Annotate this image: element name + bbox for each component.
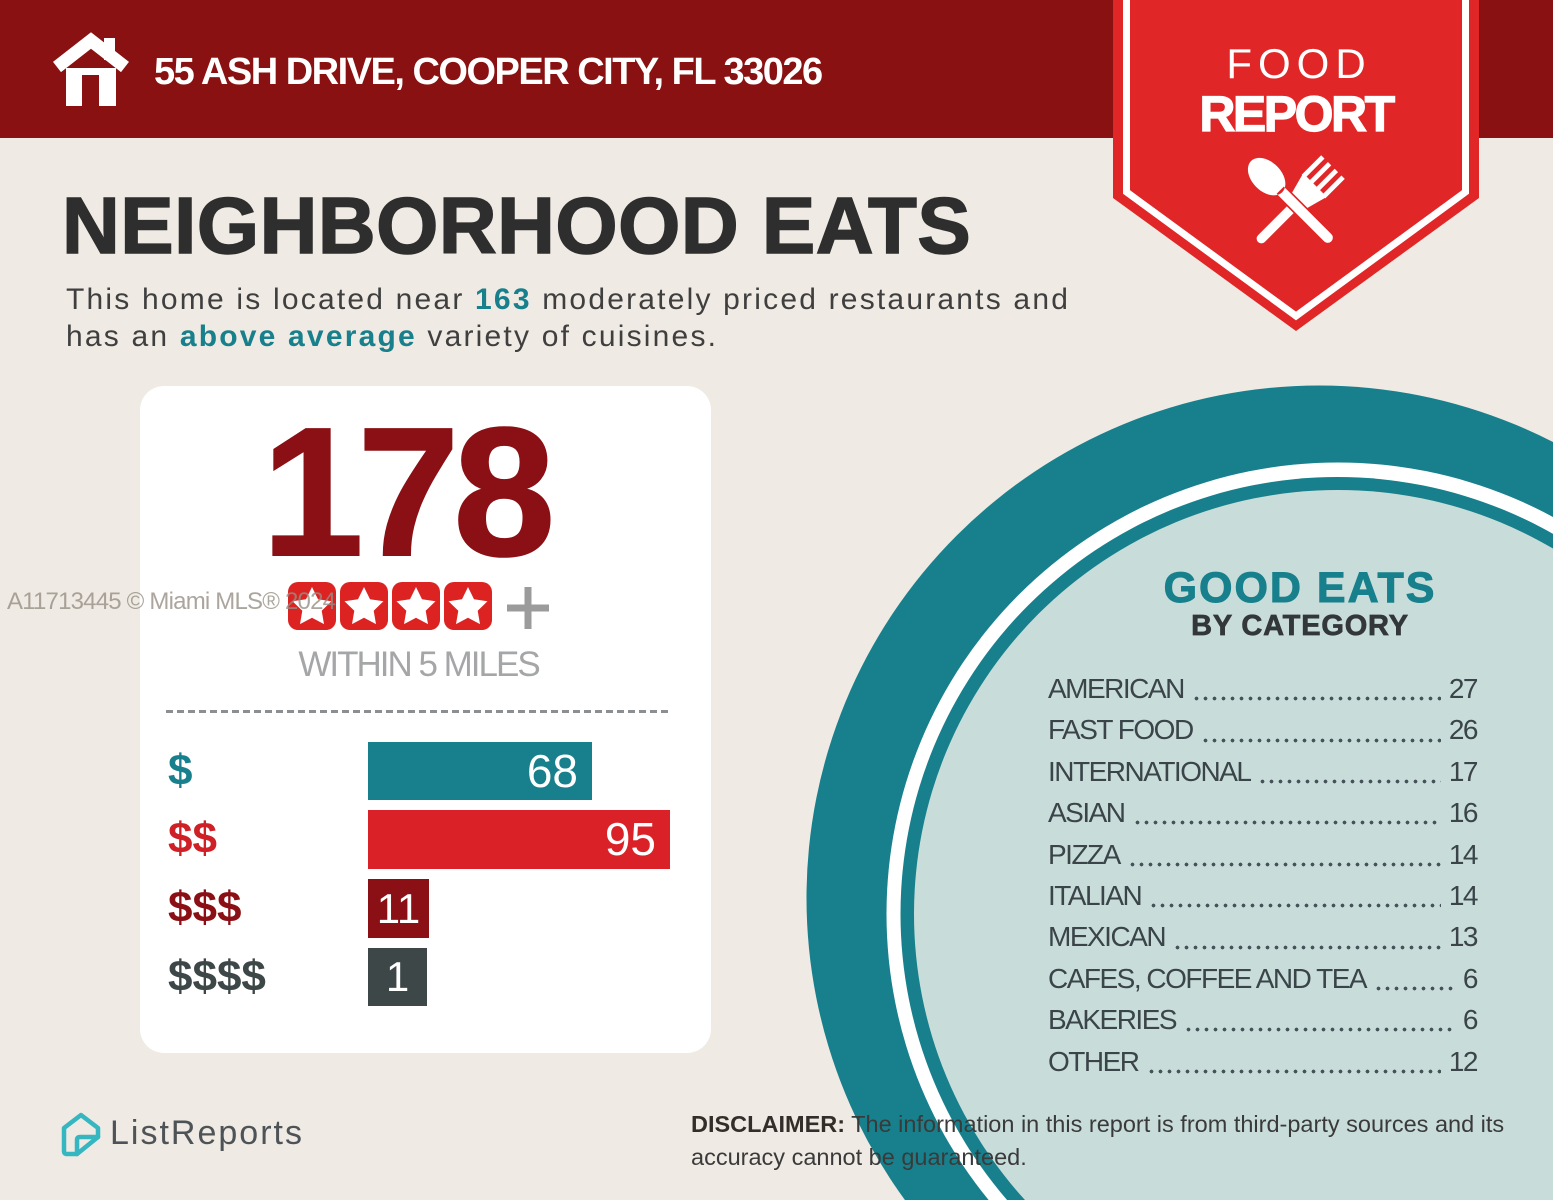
svg-text:FOOD: FOOD <box>1226 40 1371 87</box>
svg-text:REPORT: REPORT <box>1199 86 1394 142</box>
